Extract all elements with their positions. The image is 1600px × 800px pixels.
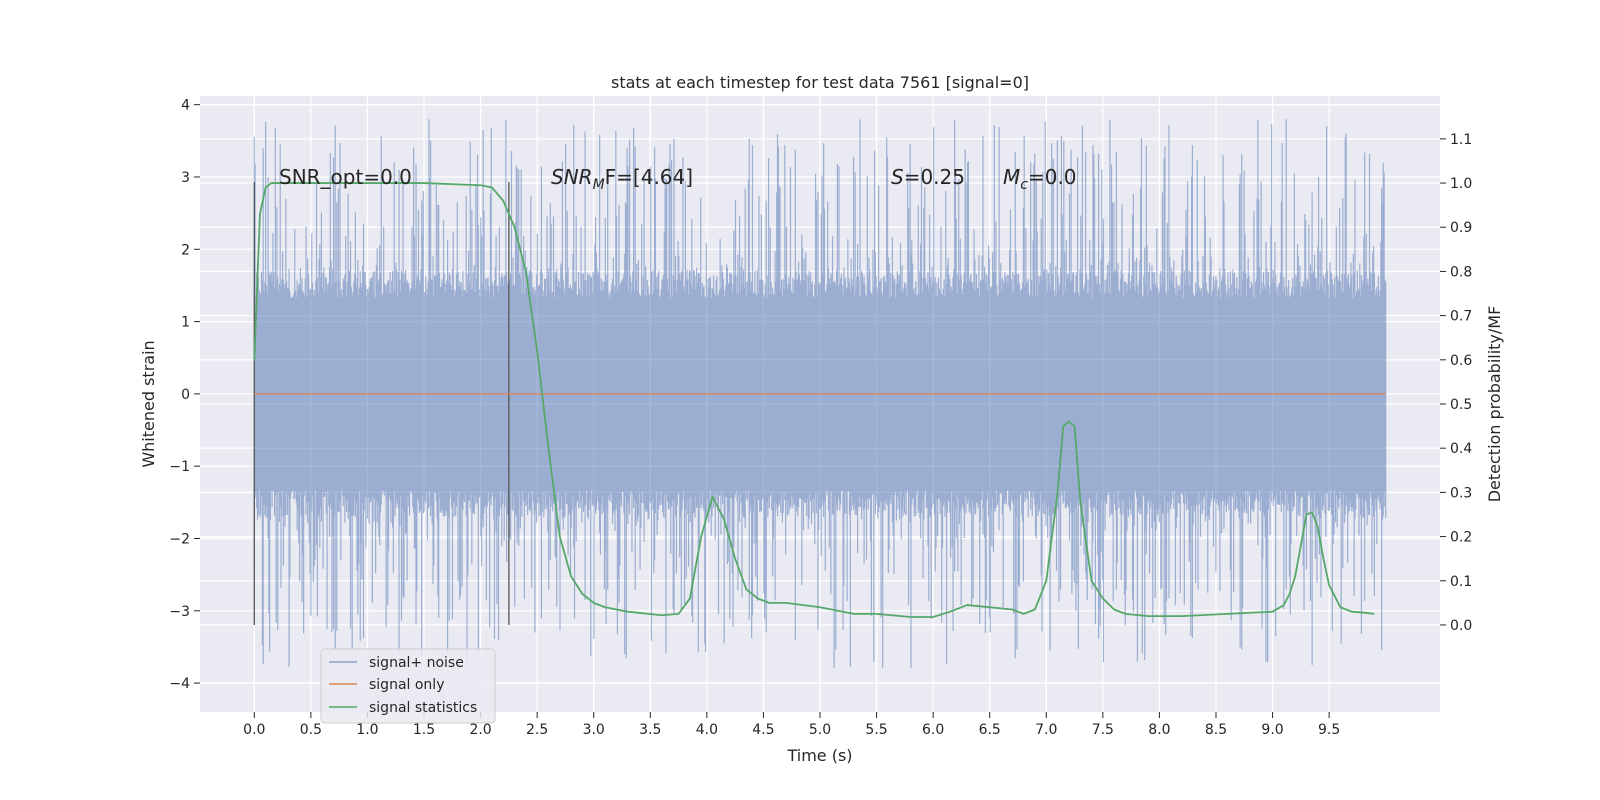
mc-base: M xyxy=(1003,165,1020,189)
y-axis-label: Whitened strain xyxy=(139,340,158,467)
y-ticks: 4 3 2 1 0 −1 −2 −3 −4 xyxy=(169,98,200,692)
legend: signal+ noise signal only signal statist… xyxy=(320,648,496,724)
legend-box xyxy=(320,648,496,724)
y2-tick-label: 0.9 xyxy=(1450,220,1472,236)
s-val: =0.25 xyxy=(904,165,965,189)
y2-tick-label: 0.3 xyxy=(1450,485,1472,501)
y2-tick-label: 0.0 xyxy=(1450,618,1472,634)
annotation-s: S=0.25 xyxy=(891,165,965,189)
x-tick-label: 7.5 xyxy=(1092,722,1114,738)
x-tick-label: 2.5 xyxy=(526,722,548,738)
annotation-snr-mf: SNRMF=[4.64] xyxy=(551,165,693,193)
y-tick-label: 3 xyxy=(181,170,190,186)
x-tick-label: 8.5 xyxy=(1205,722,1227,738)
x-tick-label: 1.5 xyxy=(413,722,435,738)
y2-ticks: 1.1 1.0 0.9 0.8 0.7 0.6 0.5 0.4 0.3 0.2 0.1 0.0 xyxy=(1440,132,1472,634)
y2-axis-label: Detection probability/MF xyxy=(1485,306,1504,503)
y2-tick-label: 0.5 xyxy=(1450,397,1472,413)
x-tick-label: 4.5 xyxy=(752,722,774,738)
y2-tick-label: 0.8 xyxy=(1450,264,1472,280)
x-tick-label: 0.5 xyxy=(300,722,322,738)
chart-title: stats at each timestep for test data 756… xyxy=(611,73,1029,92)
x-tick-label: 7.0 xyxy=(1035,722,1057,738)
legend-label-signal-only: signal only xyxy=(369,677,444,693)
mc-val: =0.0 xyxy=(1028,165,1077,189)
y-tick-label: 1 xyxy=(181,315,190,331)
y2-tick-label: 0.1 xyxy=(1450,574,1472,590)
y-tick-label: −2 xyxy=(169,531,190,547)
x-tick-label: 4.0 xyxy=(696,722,718,738)
x-tick-label: 0.0 xyxy=(243,722,265,738)
legend-label-signal-noise: signal+ noise xyxy=(369,655,464,671)
x-tick-label: 1.0 xyxy=(356,722,378,738)
x-tick-label: 9.0 xyxy=(1261,722,1283,738)
mc-sub: c xyxy=(1020,177,1028,193)
annotation-mc: Mc=0.0 xyxy=(1003,165,1077,193)
x-tick-label: 9.5 xyxy=(1318,722,1340,738)
x-axis-label: Time (s) xyxy=(786,746,852,765)
y-tick-label: 2 xyxy=(181,242,190,258)
x-ticks: 0.0 0.5 1.0 1.5 2.0 2.5 3.0 3.5 4.0 4.5 5.0 5.5 6.0 6… xyxy=(243,712,1340,738)
y2-tick-label: 1.0 xyxy=(1450,176,1472,192)
x-tick-label: 3.5 xyxy=(639,722,661,738)
y2-tick-label: 0.4 xyxy=(1450,441,1472,457)
snr-mf-rest: F=[4.64] xyxy=(605,165,693,189)
x-tick-label: 6.5 xyxy=(979,722,1001,738)
s-var: S xyxy=(891,165,904,189)
snr-mf-base: SNR xyxy=(551,165,593,189)
x-tick-label: 5.0 xyxy=(809,722,831,738)
snr-mf-sub: M xyxy=(593,177,605,193)
signal-statistics-line xyxy=(253,182,1375,618)
y-tick-label: −3 xyxy=(169,604,190,620)
x-tick-label: 6.0 xyxy=(922,722,944,738)
annotation-snr-opt: SNR_opt=0.0 xyxy=(279,165,412,189)
y2-tick-label: 0.7 xyxy=(1450,309,1472,325)
y-tick-label: 4 xyxy=(181,98,190,114)
x-tick-label: 2.0 xyxy=(469,722,491,738)
x-tick-label: 3.0 xyxy=(583,722,605,738)
y2-tick-label: 1.1 xyxy=(1450,132,1472,148)
x-tick-label: 8.0 xyxy=(1148,722,1170,738)
y2-tick-label: 0.2 xyxy=(1450,530,1472,546)
vertical-markers xyxy=(253,182,510,625)
y-tick-label: −1 xyxy=(169,459,190,475)
signal-statistics-series xyxy=(253,182,1375,618)
x-tick-label: 5.5 xyxy=(865,722,887,738)
y-tick-label: 0 xyxy=(181,387,190,403)
y2-tick-label: 0.6 xyxy=(1450,353,1472,369)
y-tick-label: −4 xyxy=(169,676,190,692)
legend-label-signal-statistics: signal statistics xyxy=(369,700,477,716)
